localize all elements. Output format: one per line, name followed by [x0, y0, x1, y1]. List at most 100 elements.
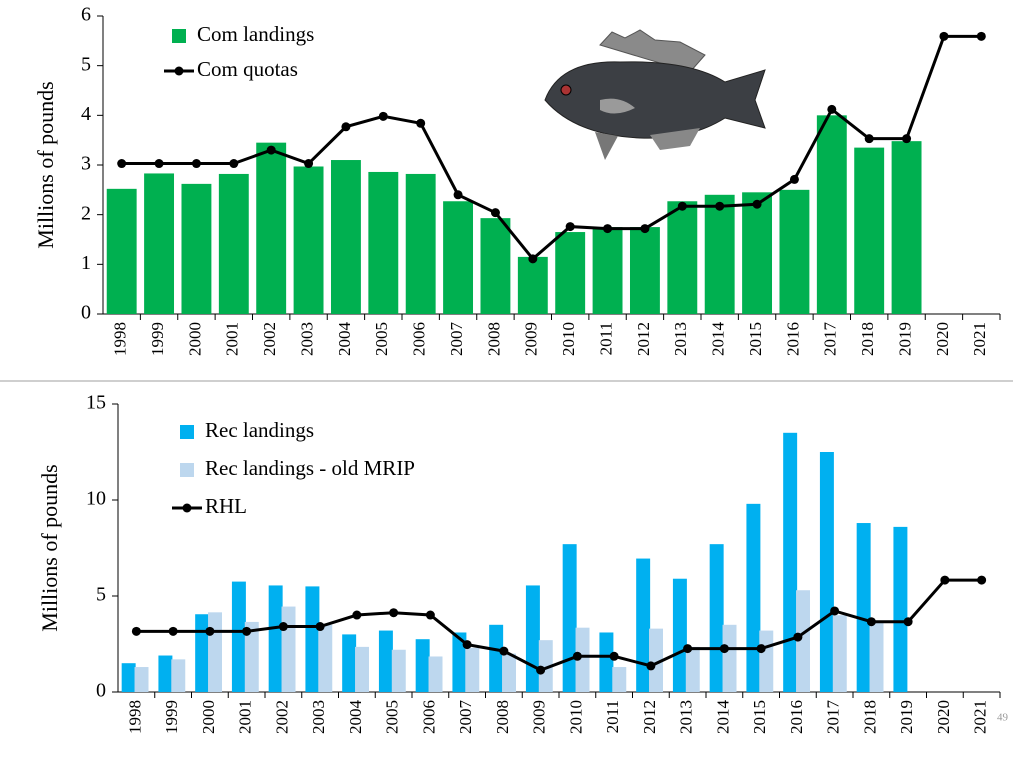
x-tick-label: 2007 — [447, 322, 466, 357]
line-marker — [304, 159, 314, 169]
bar — [305, 586, 320, 692]
x-tick-label: 2001 — [236, 700, 255, 734]
x-tick-label: 2002 — [260, 322, 279, 356]
x-tick-label: 2009 — [522, 322, 541, 356]
bar — [158, 655, 173, 692]
y-tick-label: 0 — [96, 680, 106, 702]
y-tick-label: 15 — [86, 392, 106, 414]
line-marker — [902, 134, 912, 144]
x-tick-label: 2001 — [223, 322, 242, 356]
bar — [231, 581, 246, 692]
bar — [538, 640, 553, 692]
bar — [709, 544, 724, 692]
legend-label: Rec landings - old MRIP — [205, 456, 415, 480]
line-marker — [715, 201, 725, 211]
bar — [783, 432, 798, 692]
bar — [816, 115, 847, 314]
line-marker — [266, 145, 276, 155]
y-tick-label: 6 — [81, 4, 91, 26]
bar — [893, 526, 908, 692]
x-tick-label: 2004 — [346, 700, 365, 735]
line-marker — [191, 159, 201, 169]
x-tick-label: 2011 — [603, 700, 622, 733]
line-marker — [462, 640, 472, 650]
legend-label: Com landings — [197, 22, 314, 46]
bar — [195, 614, 210, 692]
x-tick-label: 2010 — [559, 322, 578, 356]
bar — [428, 656, 443, 692]
bar — [218, 173, 249, 314]
bar — [318, 624, 333, 692]
bar — [629, 227, 660, 314]
fish-illustration — [544, 29, 766, 160]
bar — [443, 201, 474, 314]
legend-marker — [174, 66, 184, 76]
x-tick-label: 2010 — [566, 700, 585, 734]
line-marker — [168, 626, 178, 636]
x-tick-label: 1998 — [125, 700, 144, 734]
x-tick-label: 2003 — [309, 700, 328, 734]
x-tick-label: 2016 — [783, 322, 802, 356]
x-tick-label: 2015 — [746, 322, 765, 356]
bar — [405, 173, 436, 314]
line-marker — [756, 644, 766, 654]
line-marker — [416, 118, 426, 128]
line-marker — [490, 208, 500, 218]
x-tick-label: 2008 — [493, 700, 512, 734]
line-marker — [389, 608, 399, 618]
bar — [612, 667, 627, 692]
x-tick-label: 2000 — [185, 322, 204, 356]
bar — [832, 615, 847, 692]
bar — [465, 647, 480, 692]
x-tick-label: 2019 — [897, 700, 916, 734]
page-number: 49 — [997, 712, 1009, 724]
line-marker — [789, 174, 799, 184]
line-marker — [352, 610, 362, 620]
line-marker — [830, 606, 840, 616]
line-marker — [242, 626, 252, 636]
bar — [244, 621, 259, 692]
bar — [489, 624, 504, 692]
line — [121, 34, 982, 262]
bar — [854, 147, 885, 314]
line-marker — [940, 575, 950, 585]
bar — [452, 632, 467, 692]
bar — [415, 639, 430, 692]
legend-label: Rec landings — [205, 418, 314, 442]
line-marker — [903, 617, 913, 627]
line-marker — [131, 626, 141, 636]
line-marker — [719, 644, 729, 654]
bar — [856, 523, 871, 692]
x-tick-label: 2016 — [787, 700, 806, 734]
bar — [599, 632, 614, 692]
line-marker — [117, 159, 127, 169]
bar — [636, 558, 651, 692]
x-tick-label: 2005 — [372, 322, 391, 356]
x-tick-label: 2018 — [858, 322, 877, 356]
line-marker — [609, 651, 619, 661]
x-tick-label: 1999 — [148, 322, 167, 356]
legend-label: RHL — [205, 494, 247, 518]
bar — [106, 188, 137, 314]
x-tick-label: 2011 — [596, 322, 615, 355]
line — [136, 578, 982, 672]
y-tick-label: 3 — [81, 153, 91, 175]
line-marker — [154, 159, 164, 169]
x-tick-label: 1998 — [111, 322, 130, 356]
bar — [796, 590, 811, 692]
x-tick-label: 2012 — [634, 322, 653, 356]
bar — [779, 189, 810, 314]
legend-label: Com quotas — [197, 57, 298, 81]
bar — [208, 612, 223, 692]
line-marker — [640, 224, 650, 234]
line-marker — [752, 199, 762, 209]
legend-marker — [182, 503, 192, 513]
bar — [891, 141, 922, 314]
line-marker — [646, 661, 656, 671]
bar — [330, 160, 361, 314]
x-tick-label: 2021 — [971, 700, 990, 734]
x-tick-label: 1999 — [162, 700, 181, 734]
bar — [391, 649, 406, 692]
bar — [268, 585, 283, 692]
